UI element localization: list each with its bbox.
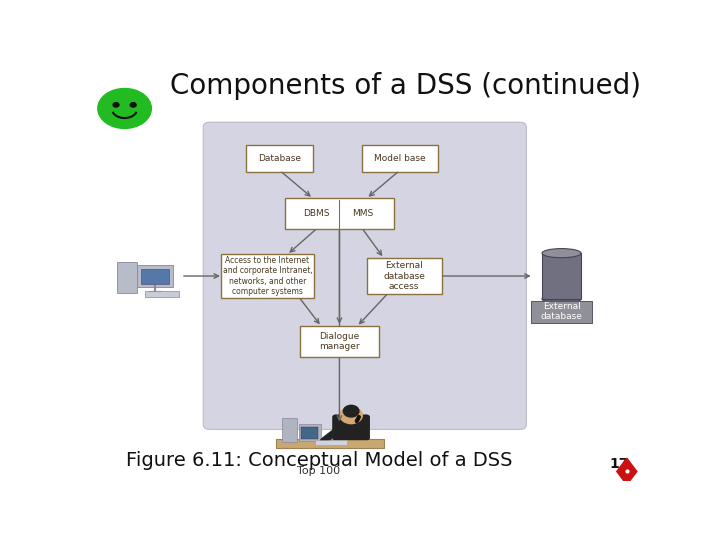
FancyBboxPatch shape (315, 440, 347, 445)
Circle shape (130, 103, 136, 107)
Circle shape (343, 406, 359, 417)
FancyBboxPatch shape (333, 415, 369, 440)
Polygon shape (619, 464, 634, 479)
FancyBboxPatch shape (221, 254, 314, 298)
Text: MMS: MMS (352, 209, 374, 218)
Text: Top 100: Top 100 (297, 467, 341, 476)
FancyBboxPatch shape (302, 427, 318, 439)
FancyBboxPatch shape (246, 145, 313, 172)
Text: External
database: External database (541, 302, 582, 321)
FancyBboxPatch shape (542, 253, 581, 299)
FancyBboxPatch shape (366, 258, 441, 294)
Ellipse shape (542, 248, 581, 258)
Text: Dialogue
manager: Dialogue manager (319, 332, 360, 351)
FancyBboxPatch shape (203, 122, 526, 429)
Polygon shape (617, 458, 637, 485)
FancyBboxPatch shape (284, 198, 394, 229)
Text: Figure 6.11: Conceptual Model of a DSS: Figure 6.11: Conceptual Model of a DSS (125, 451, 512, 470)
FancyBboxPatch shape (282, 418, 297, 442)
FancyBboxPatch shape (117, 262, 137, 294)
FancyBboxPatch shape (361, 145, 438, 172)
Text: External
database
access: External database access (383, 261, 425, 291)
Text: DBMS: DBMS (303, 209, 329, 218)
Text: Database: Database (258, 154, 301, 163)
Text: Access to the Internet
and corporate Intranet,
networks, and other
computer syst: Access to the Internet and corporate Int… (222, 256, 312, 296)
Ellipse shape (542, 294, 581, 303)
Circle shape (340, 407, 362, 424)
Circle shape (98, 89, 151, 129)
FancyBboxPatch shape (299, 424, 321, 441)
FancyBboxPatch shape (138, 265, 173, 287)
Text: Components of a DSS (continued): Components of a DSS (continued) (170, 72, 641, 100)
Circle shape (113, 103, 119, 107)
Text: Model base: Model base (374, 154, 426, 163)
FancyBboxPatch shape (300, 326, 379, 357)
FancyBboxPatch shape (145, 292, 179, 297)
FancyBboxPatch shape (276, 440, 384, 448)
FancyBboxPatch shape (141, 269, 169, 284)
Text: 17: 17 (609, 457, 629, 471)
FancyBboxPatch shape (531, 301, 592, 323)
